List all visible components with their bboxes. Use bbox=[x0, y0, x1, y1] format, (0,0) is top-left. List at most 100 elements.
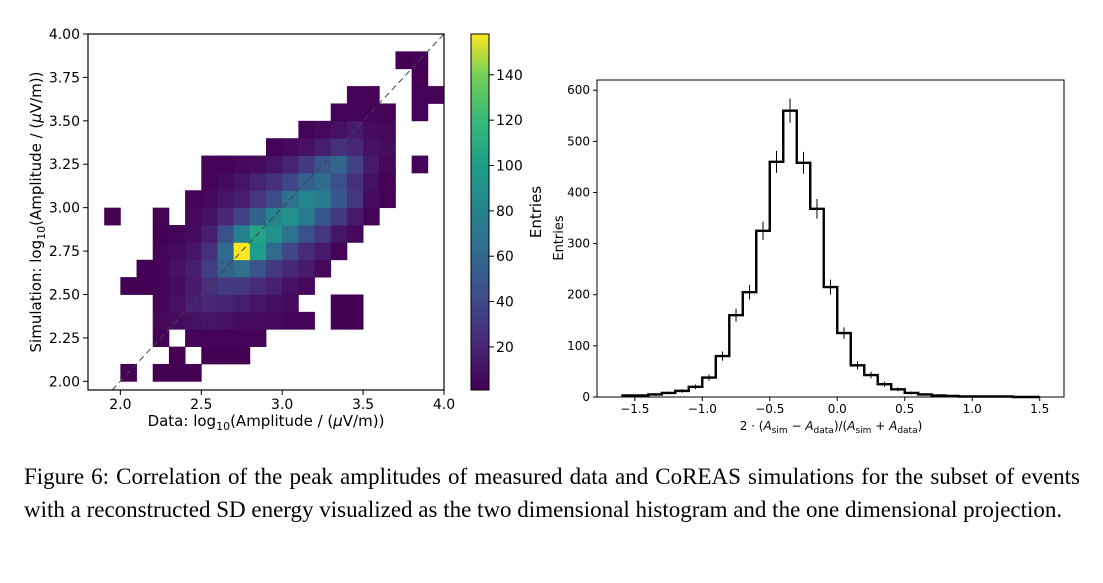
heatmap-cell bbox=[330, 294, 348, 313]
heatmap-cell bbox=[266, 294, 283, 313]
heatmap-cell bbox=[411, 68, 429, 87]
heatmap-cell bbox=[363, 86, 380, 104]
heatmap-cell bbox=[346, 86, 364, 104]
y-tick-label: 3.00 bbox=[49, 201, 80, 217]
heatmap-cell bbox=[330, 103, 348, 122]
heatmap-cell bbox=[330, 242, 348, 261]
histogram-y-label: Entries bbox=[552, 215, 567, 261]
heatmap-cell bbox=[346, 103, 364, 122]
heatmap-cell bbox=[233, 155, 251, 174]
heatmap-cell bbox=[314, 242, 332, 261]
heatmap-cell bbox=[152, 277, 170, 295]
heatmap-cell bbox=[217, 190, 235, 209]
histogram-x-ticks: −1.5 −1.0 −0.5 0.0 0.5 1.0 1.5 bbox=[620, 397, 1049, 416]
heatmap-cell bbox=[395, 51, 413, 70]
heatmap-cell bbox=[249, 329, 267, 347]
heatmap-cell bbox=[379, 172, 396, 191]
heatmap-cell bbox=[379, 190, 396, 209]
heatmap-cell bbox=[168, 242, 186, 261]
heatmap-cell bbox=[346, 225, 364, 243]
heatmap-cell bbox=[314, 120, 332, 139]
y-tick-label: 3.25 bbox=[49, 157, 80, 173]
figure: 2.0 2.5 3.0 3.5 4.0 2.00 2.25 2.50 2.75 3.00 3.25… bbox=[27, 27, 1065, 436]
histogram-panel: −1.5 −1.0 −0.5 0.0 0.5 1.0 1.5 0 100 200 300 400 50… bbox=[552, 79, 1065, 436]
y-tick-label: 2.25 bbox=[49, 331, 80, 347]
heatmap-cell bbox=[233, 346, 251, 365]
heatmap-cell bbox=[201, 225, 218, 243]
x-tick-label: 0.5 bbox=[895, 402, 914, 416]
histogram-y-ticks: 0 100 200 300 400 500 600 bbox=[567, 83, 597, 404]
heatmap-cell bbox=[201, 172, 218, 191]
y-tick-label: 4.00 bbox=[49, 27, 80, 43]
heatmap-cell bbox=[298, 277, 315, 295]
heatmap-cell bbox=[298, 138, 315, 156]
heatmap-cell bbox=[168, 277, 186, 295]
heatmap-cell bbox=[266, 138, 283, 156]
heatmap-cell bbox=[314, 138, 332, 156]
heatmap-cell bbox=[217, 207, 235, 226]
heatmap-cell bbox=[233, 329, 251, 347]
heatmap-cell bbox=[201, 294, 218, 313]
heatmap-cell bbox=[185, 277, 202, 295]
x-tick-label: −0.5 bbox=[755, 402, 784, 416]
heatmap-cell bbox=[314, 259, 332, 278]
heatmap-cell bbox=[217, 329, 235, 347]
heatmap-cell bbox=[379, 103, 396, 122]
heatmap-cell bbox=[168, 294, 186, 313]
heatmap-cell bbox=[152, 363, 170, 382]
heatmap-cell bbox=[346, 190, 364, 209]
heatmap-cell bbox=[266, 225, 283, 243]
heatmap-cell bbox=[185, 242, 202, 261]
heatmap-cell bbox=[217, 155, 235, 174]
heatmap-cell bbox=[298, 120, 315, 139]
heatmap-cell bbox=[168, 259, 186, 278]
heatmap-cell bbox=[249, 259, 267, 278]
heatmap-y-label: Simulation: log10(Amplitude / (μV/m)) bbox=[27, 72, 48, 353]
heatmap-cell bbox=[298, 242, 315, 261]
heatmap-cell bbox=[249, 190, 267, 209]
x-tick-label: 1.5 bbox=[1030, 402, 1049, 416]
heatmap-cells bbox=[104, 51, 445, 382]
y-tick-label: 3.50 bbox=[49, 114, 80, 130]
x-tick-label: 4.0 bbox=[433, 397, 455, 413]
heatmap-cell bbox=[363, 172, 380, 191]
x-tick-label: 2.5 bbox=[190, 397, 212, 413]
heatmap-cell bbox=[330, 155, 348, 174]
colorbar-gradient bbox=[470, 33, 490, 391]
heatmap-cell bbox=[330, 207, 348, 226]
heatmap-cell bbox=[217, 311, 235, 330]
heatmap-cell bbox=[346, 311, 364, 330]
heatmap-cell bbox=[363, 138, 380, 156]
heatmap-cell bbox=[379, 138, 396, 156]
heatmap-cell bbox=[363, 190, 380, 209]
x-tick-label: 0.0 bbox=[828, 402, 847, 416]
heatmap-cell bbox=[152, 311, 170, 330]
heatmap-cell bbox=[330, 225, 348, 243]
heatmap-cell bbox=[282, 155, 299, 174]
heatmap-cell bbox=[282, 259, 299, 278]
y-tick-label: 100 bbox=[567, 339, 590, 353]
x-tick-label: 1.0 bbox=[963, 402, 982, 416]
y-tick-label: 2.75 bbox=[49, 244, 80, 260]
heatmap-cell bbox=[136, 277, 154, 295]
histogram-x-label: 2 · (Asim − Adata)/(Asim + Adata) bbox=[740, 419, 923, 436]
heatmap-x-label: Data: log10(Amplitude / (μV/m)) bbox=[148, 412, 385, 433]
heatmap-cell bbox=[185, 311, 202, 330]
heatmap-cell bbox=[201, 190, 218, 209]
heatmap-cell bbox=[266, 190, 283, 209]
heatmap-cell bbox=[201, 259, 218, 278]
y-tick-label: 600 bbox=[567, 83, 590, 97]
heatmap-cell bbox=[266, 242, 283, 261]
x-tick-label: 3.5 bbox=[352, 397, 374, 413]
heatmap-cell bbox=[282, 138, 299, 156]
y-tick-label: 0 bbox=[582, 390, 590, 404]
y-tick-label: 400 bbox=[567, 185, 590, 199]
heatmap-cell bbox=[233, 190, 251, 209]
diagonal-reference-line bbox=[111, 33, 445, 391]
colorbar-tick-label: 60 bbox=[496, 249, 514, 265]
heatmap-cell bbox=[298, 190, 315, 209]
x-tick-label: −1.5 bbox=[620, 402, 649, 416]
y-tick-label: 2.00 bbox=[49, 374, 80, 390]
heatmap-cell bbox=[249, 207, 267, 226]
heatmap-cell bbox=[298, 155, 315, 174]
